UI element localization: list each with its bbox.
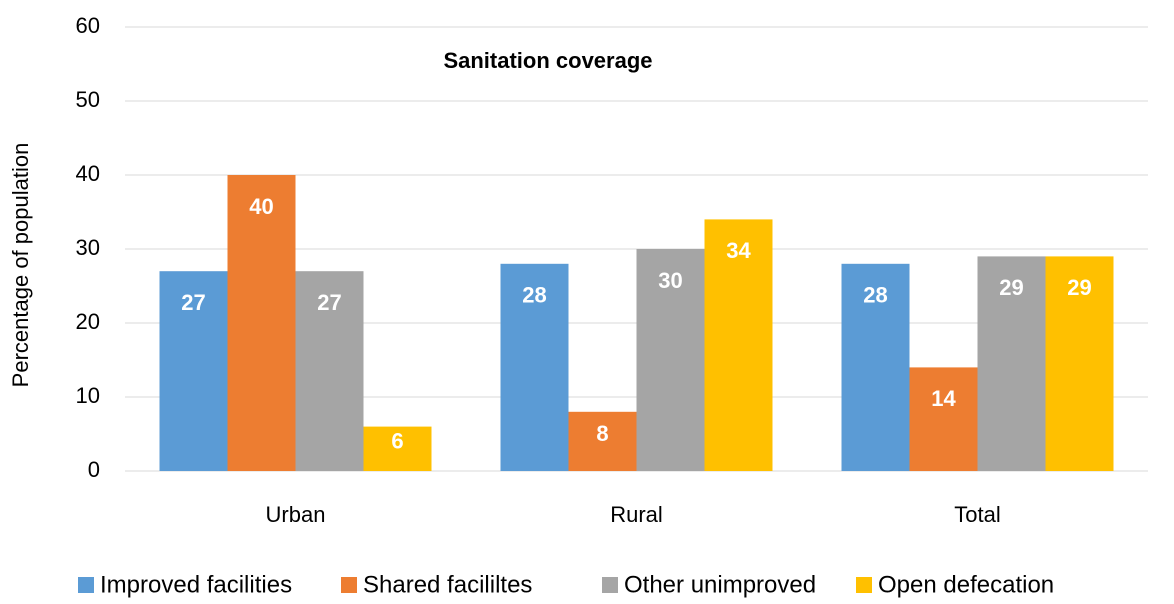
chart-title: Sanitation coverage: [443, 48, 652, 73]
legend-label: Improved facilities: [100, 571, 292, 598]
legend-swatch: [341, 577, 357, 593]
bar: [841, 263, 910, 471]
legend-swatch: [856, 577, 872, 593]
y-axis-label: Percentage of population: [8, 143, 33, 388]
y-tick-label: 30: [76, 235, 100, 260]
y-tick-label: 10: [76, 383, 100, 408]
legend-label: Open defecation: [878, 571, 1054, 598]
y-tick-label: 40: [76, 161, 100, 186]
value-label: 6: [391, 429, 403, 454]
y-tick-label: 20: [76, 309, 100, 334]
legend-label: Shared facililtes: [363, 571, 532, 598]
value-label: 28: [863, 283, 887, 308]
value-label: 28: [522, 283, 546, 308]
legend-swatch: [602, 577, 618, 593]
bar: [227, 175, 296, 471]
value-label: 8: [596, 421, 608, 446]
value-label: 29: [999, 275, 1023, 300]
value-label: 29: [1067, 275, 1091, 300]
bar: [500, 263, 569, 471]
bar: [159, 271, 228, 471]
bar: [636, 249, 705, 471]
value-label: 27: [181, 290, 205, 315]
value-label: 34: [726, 238, 751, 263]
bar: [568, 411, 637, 471]
x-tick-label: Rural: [610, 502, 663, 527]
x-tick-label: Total: [954, 502, 1000, 527]
value-label: 40: [249, 194, 273, 219]
bar: [977, 256, 1046, 471]
y-tick-label: 60: [76, 13, 100, 38]
value-label: 27: [317, 290, 341, 315]
bar: [909, 367, 978, 471]
y-tick-label: 0: [88, 457, 100, 482]
value-label: 14: [931, 386, 956, 411]
bar: [704, 219, 773, 471]
x-tick-label: Urban: [266, 502, 326, 527]
y-tick-label: 50: [76, 87, 100, 112]
bar: [363, 426, 432, 471]
bar: [1045, 256, 1114, 471]
legend-label: Other unimproved: [624, 571, 816, 598]
legend-swatch: [78, 577, 94, 593]
bar: [295, 271, 364, 471]
value-label: 30: [658, 268, 682, 293]
